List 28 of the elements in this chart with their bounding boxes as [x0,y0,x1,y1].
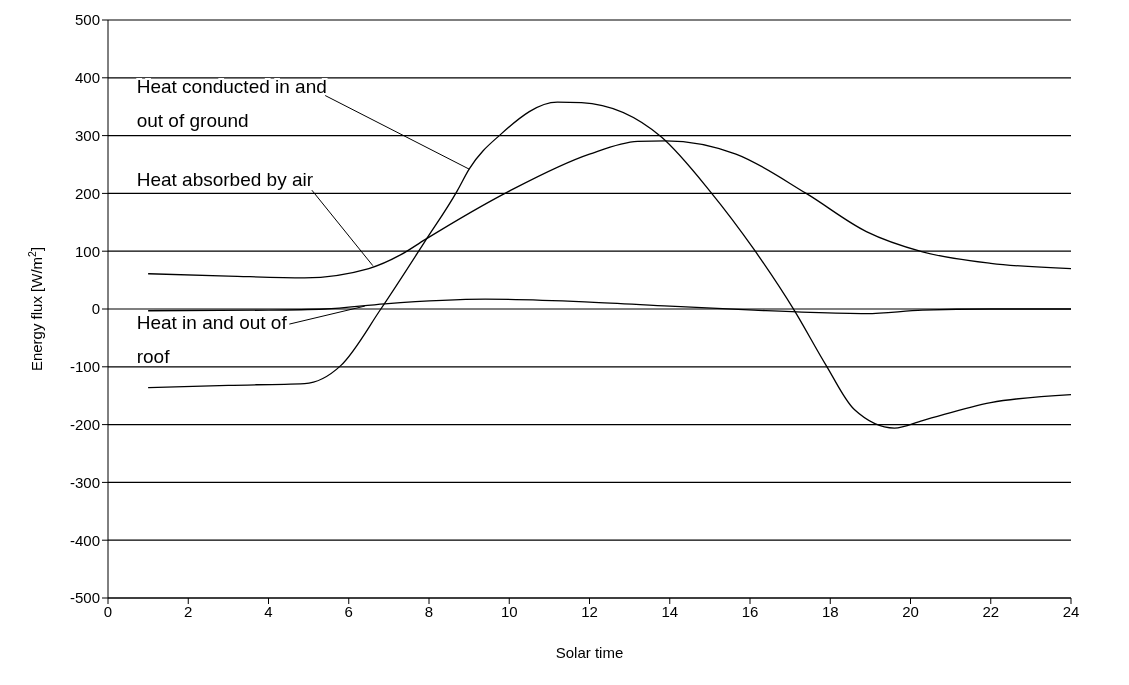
x-axis-title: Solar time [555,644,624,661]
y-tick-label: -300 [69,473,100,491]
x-tick-label: 18 [821,602,839,620]
y-tick-label: -200 [69,415,100,433]
y-tick-label: 500 [74,11,100,29]
x-tick-label: 22 [982,602,1000,620]
x-tick-label: 12 [581,602,598,620]
x-tick-label: 2 [184,602,193,620]
x-tick-label: 20 [902,602,919,620]
x-tick-label: 4 [264,602,273,620]
y-tick-label: 300 [74,126,100,144]
x-tick-label: 8 [424,602,434,620]
y-tick-label: 400 [74,69,100,87]
y-tick-label: 0 [91,300,100,318]
x-tick-label: 10 [500,602,518,620]
y-tick-label: 100 [74,242,100,260]
y-tick-label: -500 [69,589,100,607]
x-tick-label: 16 [741,602,759,620]
x-tick-label: 6 [344,602,353,620]
y-tick-label: 200 [74,184,100,202]
annotation: Heat absorbed by air [136,169,314,191]
x-tick-label: 0 [103,602,113,620]
y-tick-label: -100 [69,358,100,376]
annotation: Heat conducted in and out of ground [136,75,327,131]
x-tick-label: 14 [661,602,679,620]
y-tick-label: -400 [69,531,100,549]
annotation: Heat in and out of roof [136,312,288,368]
x-tick-label: 24 [1062,602,1080,620]
